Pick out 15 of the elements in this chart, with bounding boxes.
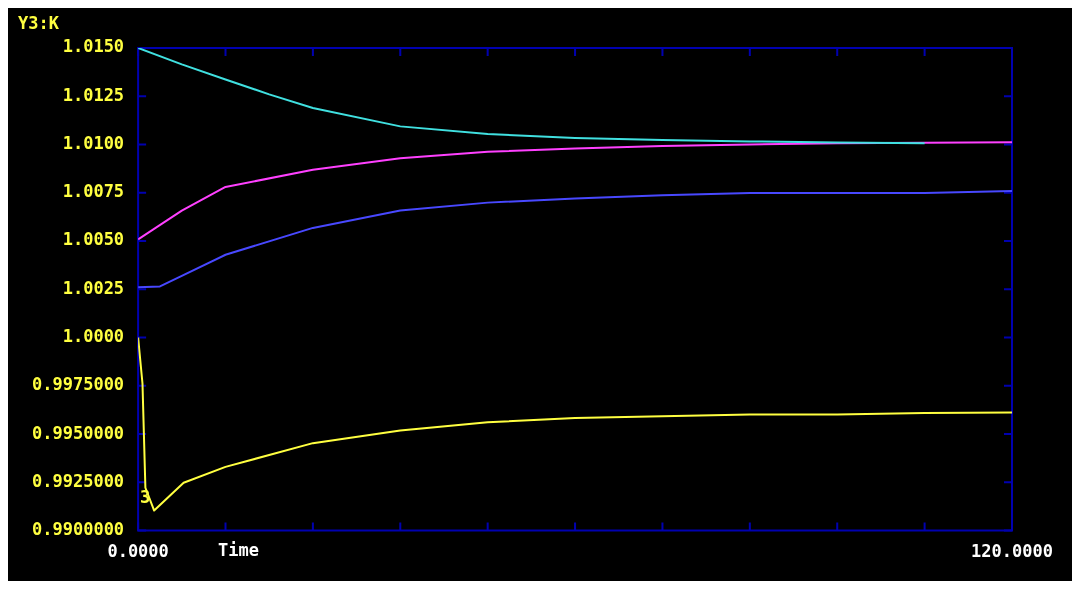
y-tick-label: 1.0000 [62, 325, 125, 346]
y-tick-label: 0.9950000 [31, 422, 125, 443]
y-tick-label: 0.9975000 [31, 374, 125, 395]
x-tick-label: 120.0000 [971, 541, 1053, 562]
y-tick-label: 1.0100 [62, 132, 125, 153]
y-tick-label: 1.0125 [62, 84, 125, 105]
y-tick-label: 1.0075 [62, 181, 125, 202]
x-axis-title: Time [218, 539, 260, 560]
y-tick-label: 0.9925000 [31, 470, 125, 491]
y-tick-label: 1.0050 [62, 229, 125, 250]
y-tick-label: 1.0150 [62, 36, 125, 57]
y-tick-label: 1.0025 [62, 277, 125, 298]
y-axis-title: Y3:K [18, 12, 60, 33]
x-tick-label: 0.0000 [107, 541, 169, 562]
y-tick-label: 0.9900000 [31, 519, 125, 540]
